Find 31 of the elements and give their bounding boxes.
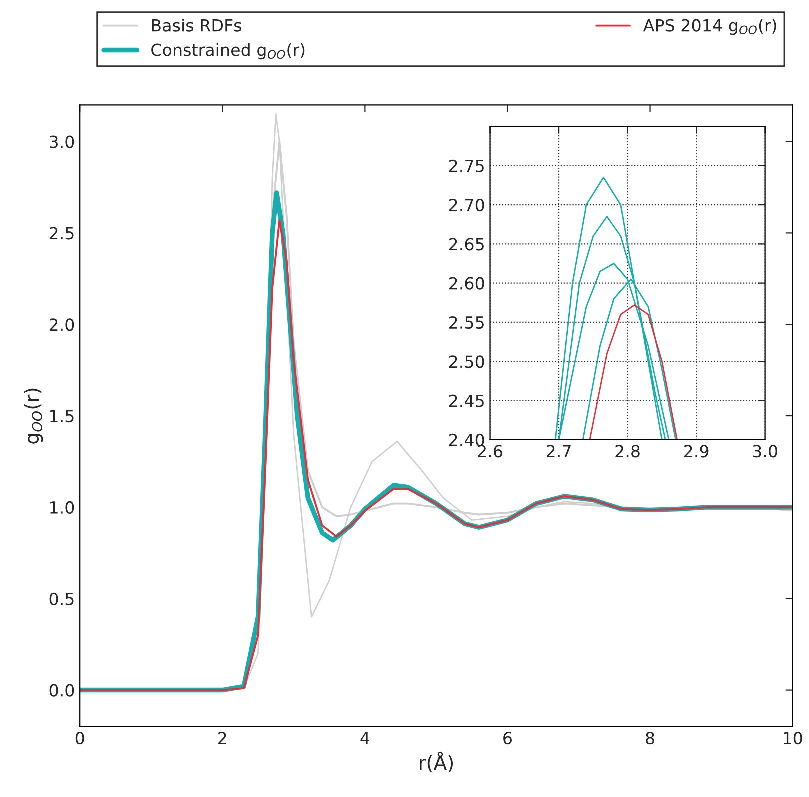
legend-label: Constrained g$_{OO}$(r) bbox=[152, 43, 305, 60]
y-tick-label: 2.50 bbox=[450, 356, 484, 368]
x-tick-label: 8 bbox=[646, 732, 654, 745]
y-tick-label: 3.0 bbox=[50, 136, 74, 148]
legend-label: APS 2014 g$_{OO}$(r) bbox=[643, 18, 776, 36]
x-tick-label: 2.7 bbox=[546, 445, 571, 458]
y-tick-label: 2.75 bbox=[450, 160, 484, 172]
y-tick-label: 2.40 bbox=[450, 434, 484, 447]
x-tick-label: 2.9 bbox=[684, 445, 709, 458]
y-axis-title: g$_{OO}$(r) bbox=[24, 388, 44, 444]
x-axis-title: r(Å) bbox=[420, 752, 454, 773]
y-tick-label: 1.5 bbox=[50, 410, 74, 423]
x-tick-label: 3.0 bbox=[753, 445, 778, 458]
y-tick-label: 2.5 bbox=[50, 227, 74, 240]
x-tick-label: 6 bbox=[504, 732, 512, 745]
y-tick-label: 2.0 bbox=[50, 318, 74, 332]
y-tick-label: 0.0 bbox=[50, 684, 74, 697]
x-tick-label: 0 bbox=[76, 732, 84, 745]
y-tick-label: 2.55 bbox=[450, 316, 484, 330]
y-tick-label: 1.0 bbox=[50, 501, 74, 514]
legend-label: Basis RDFs bbox=[152, 18, 242, 32]
y-tick-label: 2.65 bbox=[450, 238, 484, 251]
y-tick-label: 2.60 bbox=[450, 277, 484, 290]
y-tick-label: 2.45 bbox=[450, 394, 484, 408]
x-tick-label: 4 bbox=[360, 732, 370, 744]
y-tick-label: 0.5 bbox=[50, 592, 74, 606]
x-tick-label: 2.8 bbox=[616, 445, 640, 458]
x-tick-label: 10 bbox=[784, 732, 802, 745]
x-tick-label: 2.6 bbox=[478, 445, 502, 458]
x-tick-label: 2 bbox=[218, 732, 226, 744]
y-tick-label: 2.70 bbox=[450, 198, 484, 212]
